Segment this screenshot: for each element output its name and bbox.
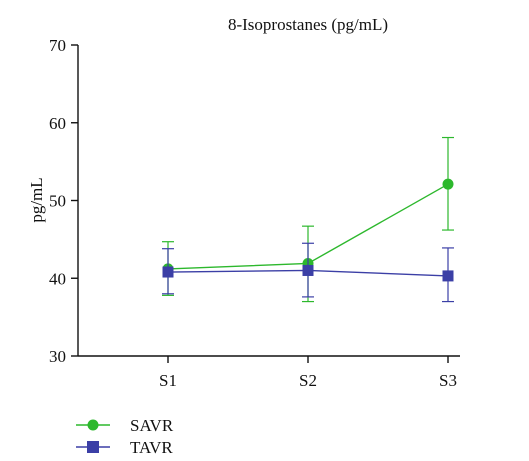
x-tick-label: S3 (439, 371, 457, 390)
legend-label: TAVR (130, 438, 173, 457)
x-tick-label: S1 (159, 371, 177, 390)
legend-item-tavr: TAVR (76, 438, 173, 457)
legend-item-savr: SAVR (76, 416, 174, 435)
axes: 30 40 50 60 70 S1 S2 S3 (49, 36, 460, 390)
chart-title: 8-Isoprostanes (pg/mL) (228, 15, 388, 34)
y-tick-label: 70 (49, 36, 66, 55)
legend-marker (87, 441, 99, 453)
x-tick-label: S2 (299, 371, 317, 390)
y-tick-label: 60 (49, 114, 66, 133)
legend-marker (87, 419, 99, 431)
series-layer (162, 136, 454, 303)
data-point (302, 264, 314, 276)
data-point (162, 266, 174, 278)
y-tick-label: 40 (49, 269, 66, 288)
legend-label: SAVR (130, 416, 174, 435)
y-tick-label: 30 (49, 347, 66, 366)
y-tick-label: 50 (49, 192, 66, 211)
legend: SAVR TAVR (76, 416, 174, 457)
data-point (442, 270, 454, 282)
y-axis-label: pg/mL (27, 177, 46, 222)
data-point (442, 178, 454, 190)
series-tavr (162, 242, 454, 303)
